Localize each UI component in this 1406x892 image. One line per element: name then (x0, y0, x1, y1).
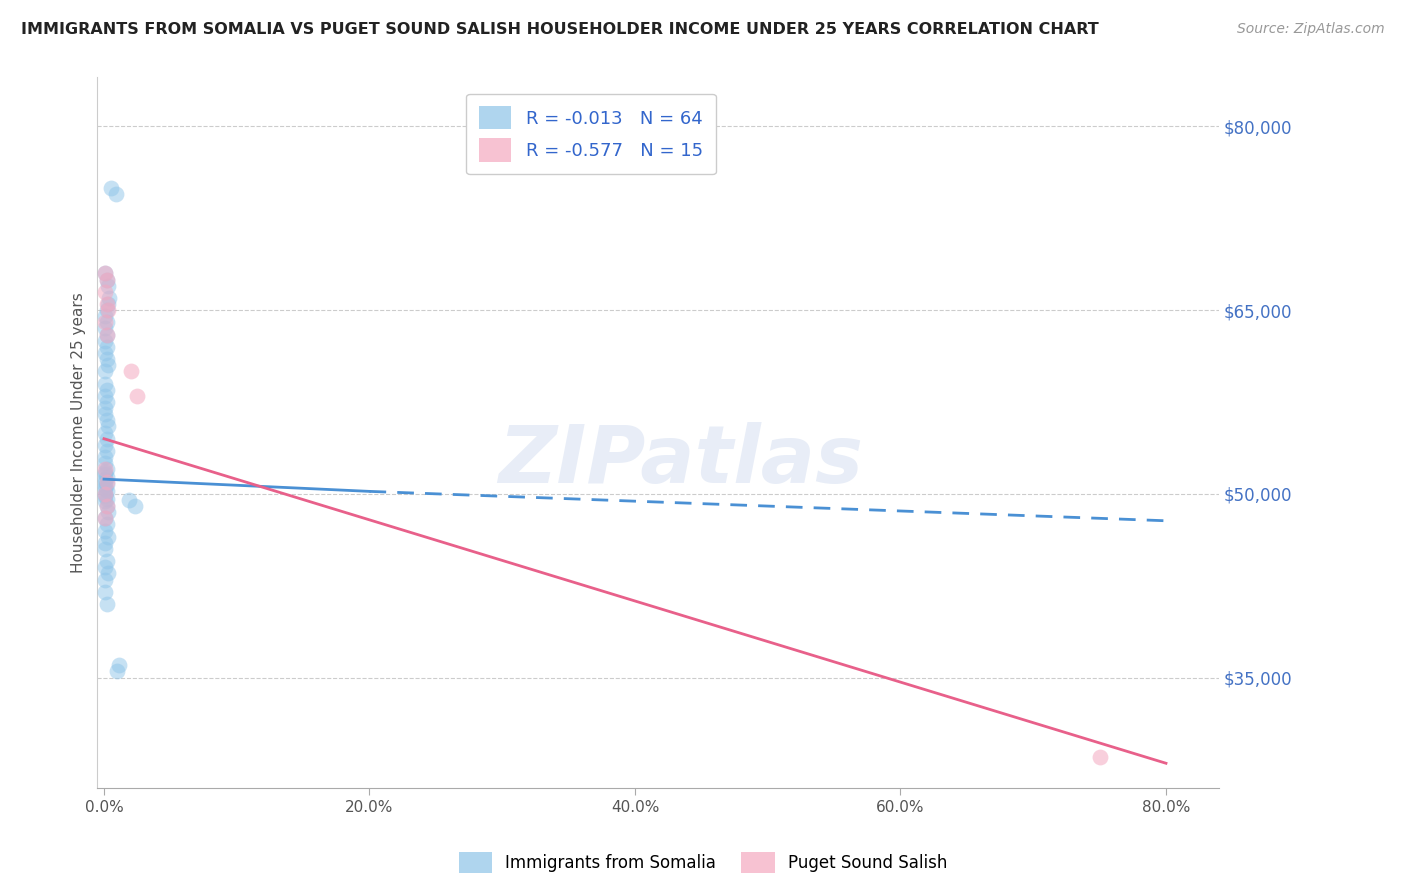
Point (94, 346, 117, 360)
Point (96, 297, 118, 311)
Point (96, 327, 118, 342)
Point (96, 484, 118, 499)
Point (94, 334, 117, 348)
Point (96, 352, 118, 367)
Point (96, 432, 118, 446)
Point (94, 407, 117, 421)
Point (94, 310, 117, 324)
Point (94, 487, 117, 501)
Point (118, 492, 141, 507)
Point (96, 383, 118, 397)
Y-axis label: Householder Income Under 25 years: Householder Income Under 25 years (72, 293, 86, 573)
Point (107, 658, 129, 673)
Point (94, 285, 117, 299)
Point (96, 499, 118, 513)
Point (94, 456, 117, 470)
Point (97, 566, 120, 581)
Point (120, 364, 142, 378)
Point (94, 364, 117, 378)
Point (96, 272, 118, 286)
Point (96, 315, 118, 329)
Text: ZIPatlas: ZIPatlas (498, 422, 863, 500)
Point (96, 303, 118, 318)
Point (94, 376, 117, 391)
Point (94, 494, 117, 508)
Point (127, 389, 149, 403)
Point (96, 477, 118, 491)
Point (94, 266, 117, 280)
Point (97, 505, 120, 519)
Point (94, 462, 117, 476)
Point (94, 401, 117, 416)
Text: Source: ZipAtlas.com: Source: ZipAtlas.com (1237, 22, 1385, 37)
Point (96, 597, 118, 611)
Point (96, 444, 118, 458)
Point (97, 278, 120, 293)
Point (96, 272, 118, 286)
Point (94, 425, 117, 440)
Point (94, 482, 117, 496)
Point (94, 489, 117, 503)
Point (96, 462, 118, 476)
Point (94, 450, 117, 464)
Text: IMMIGRANTS FROM SOMALIA VS PUGET SOUND SALISH HOUSEHOLDER INCOME UNDER 25 YEARS : IMMIGRANTS FROM SOMALIA VS PUGET SOUND S… (21, 22, 1099, 37)
Point (97, 419, 120, 434)
Point (94, 511, 117, 525)
Point (97, 358, 120, 372)
Legend: R = -0.013   N = 64, R = -0.577   N = 15: R = -0.013 N = 64, R = -0.577 N = 15 (467, 94, 716, 174)
Point (97, 297, 120, 311)
Point (94, 560, 117, 574)
Point (96, 517, 118, 532)
Point (94, 321, 117, 335)
Point (96, 475, 118, 489)
Legend: Immigrants from Somalia, Puget Sound Salish: Immigrants from Somalia, Puget Sound Sal… (453, 846, 953, 880)
Point (1088, 750, 1111, 764)
Point (94, 475, 117, 489)
Point (94, 472, 117, 486)
Point (96, 469, 118, 483)
Point (98, 291, 121, 305)
Point (94, 584, 117, 599)
Point (94, 573, 117, 587)
Point (96, 491, 118, 506)
Point (94, 511, 117, 525)
Point (94, 487, 117, 501)
Point (124, 499, 146, 513)
Point (96, 395, 118, 409)
Point (96, 413, 118, 427)
Point (94, 467, 117, 482)
Point (97, 530, 120, 544)
Point (100, 180, 122, 194)
Point (104, 186, 127, 201)
Point (94, 266, 117, 280)
Point (96, 499, 118, 513)
Point (96, 554, 118, 568)
Point (97, 303, 120, 318)
Point (94, 536, 117, 550)
Point (94, 315, 117, 329)
Point (94, 389, 117, 403)
Point (96, 340, 118, 354)
Point (105, 665, 128, 679)
Point (94, 438, 117, 452)
Point (94, 541, 117, 556)
Point (94, 524, 117, 538)
Point (94, 479, 117, 493)
Point (96, 327, 118, 342)
Point (94, 465, 117, 479)
